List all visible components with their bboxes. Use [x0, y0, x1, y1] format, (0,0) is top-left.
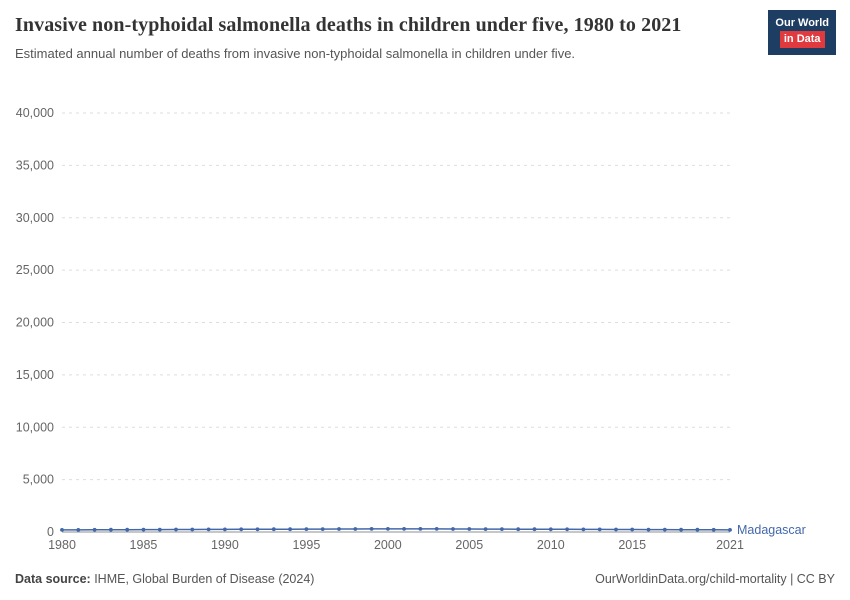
series-point[interactable] [60, 528, 64, 532]
series-point[interactable] [76, 528, 81, 532]
y-tick-label: 15,000 [16, 368, 54, 382]
series-point[interactable] [679, 527, 683, 532]
x-tick-label: 1980 [48, 538, 76, 552]
series-point[interactable] [223, 527, 227, 532]
owid-logo-line2: in Data [779, 31, 825, 48]
chart-header: Invasive non-typhoidal salmonella deaths… [15, 12, 755, 61]
series-line-madagascar[interactable] [62, 528, 731, 531]
series-point[interactable] [662, 527, 667, 532]
series-label-madagascar[interactable]: Madagascar [737, 523, 806, 537]
x-tick-label: 2010 [537, 538, 565, 552]
series-point[interactable] [386, 527, 390, 531]
series-point[interactable] [597, 527, 602, 532]
series-point[interactable] [695, 527, 700, 532]
series-point[interactable] [125, 527, 130, 532]
series-point[interactable] [353, 527, 358, 531]
series-point[interactable] [565, 527, 569, 532]
series-point[interactable] [369, 527, 374, 531]
series-point[interactable] [109, 527, 113, 532]
series-point[interactable] [92, 527, 97, 532]
owid-logo-line1: Our World [775, 17, 829, 29]
x-tick-label: 1995 [292, 538, 320, 552]
series-point[interactable] [239, 527, 244, 532]
series-point[interactable] [157, 527, 162, 532]
license-text: OurWorldinData.org/child-mortality | CC … [595, 572, 835, 586]
series-point[interactable] [451, 527, 455, 531]
series-point[interactable] [418, 527, 423, 531]
series-point[interactable] [614, 527, 618, 532]
series-point[interactable] [728, 528, 732, 532]
chart-title: Invasive non-typhoidal salmonella deaths… [15, 14, 682, 36]
series-point[interactable] [516, 527, 521, 532]
series-point[interactable] [206, 527, 211, 532]
series-point[interactable] [711, 527, 716, 532]
y-tick-label: 30,000 [16, 211, 54, 225]
y-tick-label: 5,000 [23, 473, 54, 487]
y-tick-label: 20,000 [16, 316, 54, 330]
series-point[interactable] [581, 527, 586, 532]
x-tick-label: 2000 [374, 538, 402, 552]
y-tick-label: 40,000 [16, 106, 54, 120]
series-point[interactable] [500, 527, 504, 531]
x-tick-label: 1985 [130, 538, 158, 552]
series-point[interactable] [320, 527, 325, 531]
series-point[interactable] [467, 527, 472, 531]
y-tick-label: 0 [47, 525, 54, 539]
x-tick-label: 2021 [716, 538, 744, 552]
series-point[interactable] [646, 527, 651, 532]
series-point[interactable] [532, 527, 537, 532]
series-point[interactable] [141, 527, 146, 532]
series-point[interactable] [548, 527, 553, 532]
chart-subtitle: Estimated annual number of deaths from i… [15, 46, 576, 61]
series-point[interactable] [630, 527, 635, 532]
owid-logo[interactable]: Our World in Data [768, 10, 836, 55]
series-point[interactable] [288, 527, 292, 532]
series-point[interactable] [255, 527, 260, 532]
x-tick-label: 1990 [211, 538, 239, 552]
y-tick-label: 25,000 [16, 263, 54, 277]
series-point[interactable] [174, 527, 178, 532]
series-point[interactable] [402, 527, 406, 531]
data-source-text: IHME, Global Burden of Disease (2024) [90, 572, 315, 586]
series-point[interactable] [337, 527, 341, 531]
series-point[interactable] [190, 527, 195, 532]
series-point[interactable] [483, 527, 488, 531]
data-source-label: Data source: [15, 572, 91, 586]
y-tick-label: 10,000 [16, 420, 54, 434]
data-source: Data source: IHME, Global Burden of Dise… [15, 572, 314, 586]
series-point[interactable] [304, 527, 309, 531]
chart-footer: Data source: IHME, Global Burden of Dise… [15, 572, 835, 586]
x-tick-label: 2005 [455, 538, 483, 552]
series-point[interactable] [434, 527, 439, 531]
y-tick-label: 35,000 [16, 158, 54, 172]
series-point[interactable] [271, 527, 276, 532]
x-tick-label: 2015 [618, 538, 646, 552]
